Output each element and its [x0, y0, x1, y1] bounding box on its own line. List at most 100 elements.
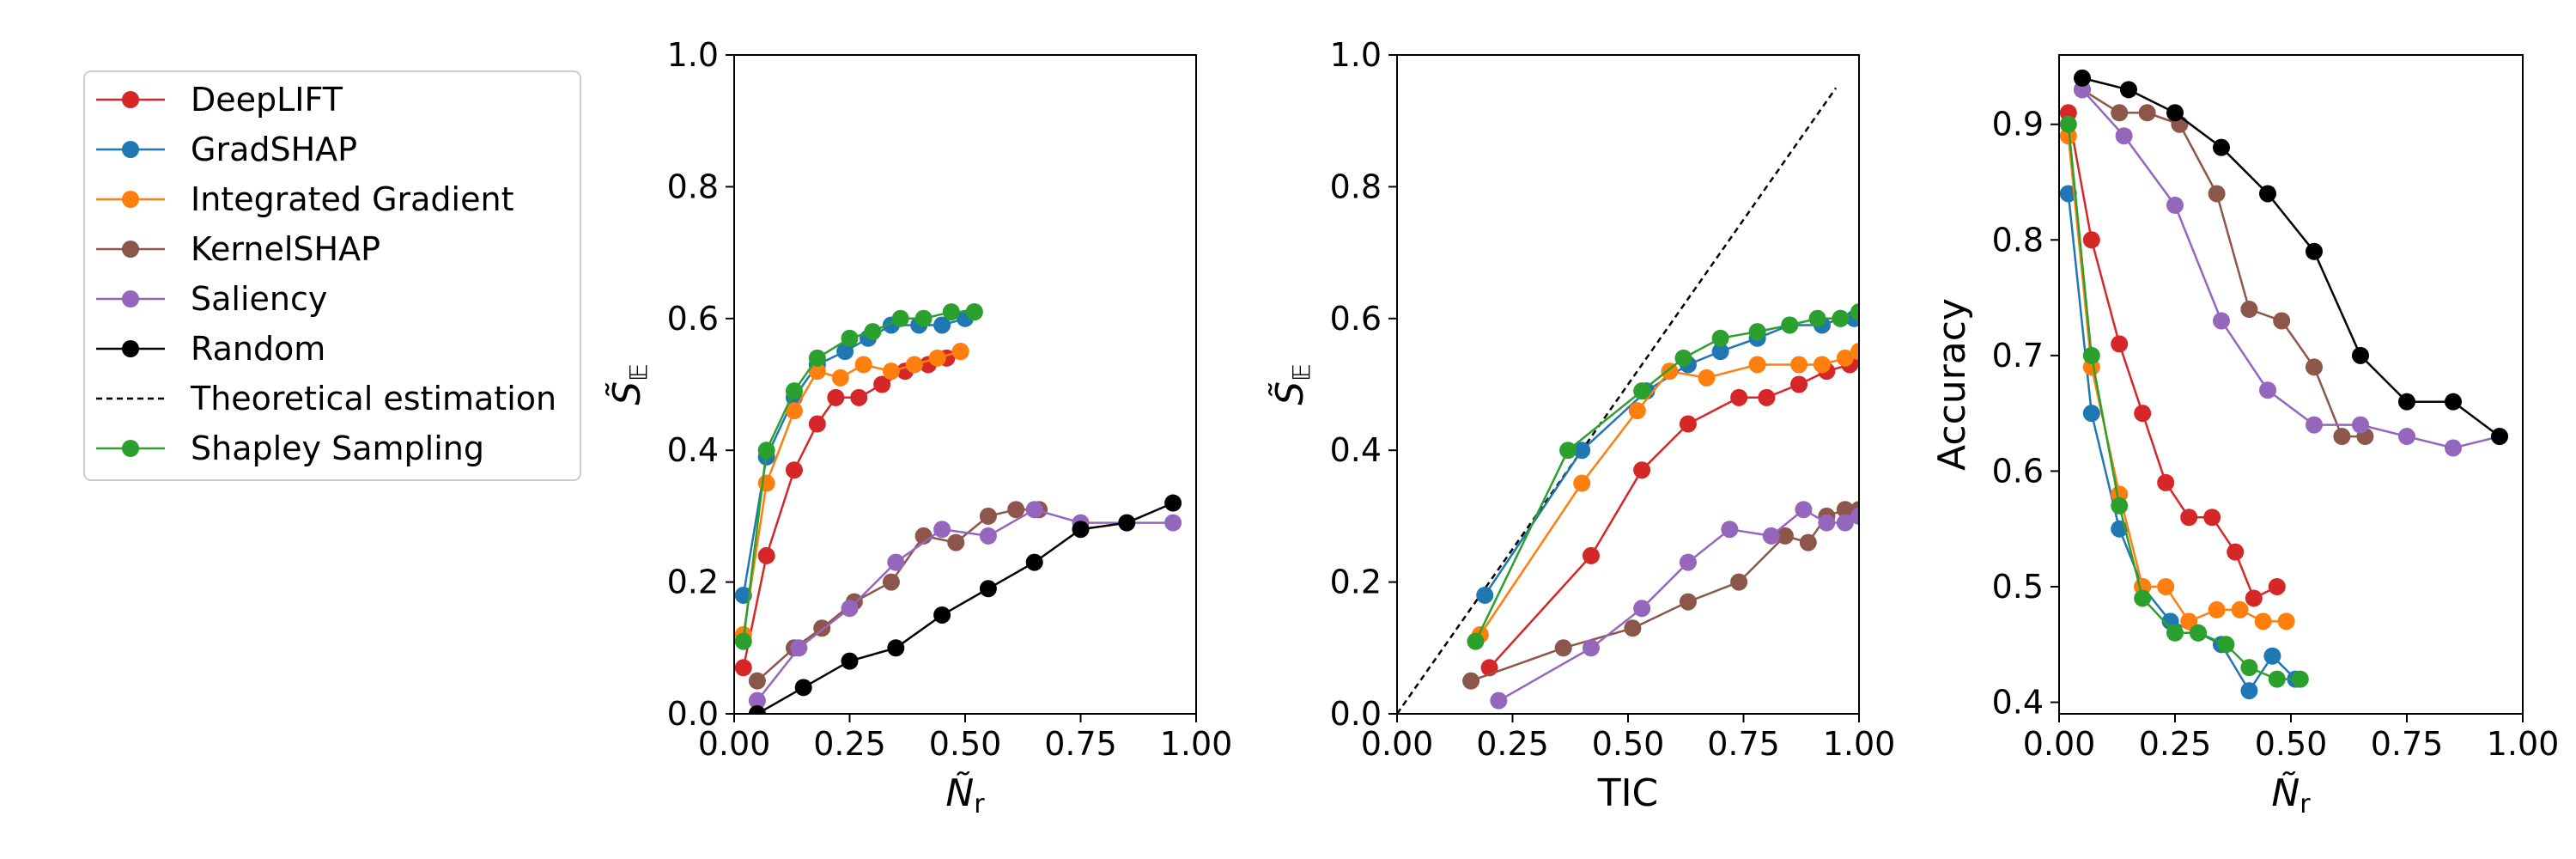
point-random: [794, 679, 812, 697]
point-kernelshap: [1730, 573, 1748, 591]
point-random: [2398, 393, 2415, 411]
point-saliency: [1679, 553, 1697, 571]
point-deeplift: [1582, 546, 1600, 564]
y-axis-label: Accuracy: [1930, 298, 1974, 471]
point-kernelshap: [1554, 639, 1572, 657]
x-tick-label: 1.00: [1160, 725, 1233, 763]
x-tick-label: 0.00: [698, 725, 771, 763]
point-kernelshap: [1679, 593, 1697, 611]
point-integrated-gradient: [1836, 349, 1854, 367]
point-saliency: [933, 521, 951, 539]
legend-marker-shapley-sampling: [122, 440, 139, 457]
point-kernelshap: [882, 573, 900, 591]
point-saliency: [2445, 439, 2462, 457]
point-deeplift: [734, 659, 752, 677]
point-integrated-gradient: [831, 369, 849, 387]
point-random: [979, 580, 997, 598]
point-shapley-sampling: [2166, 624, 2184, 642]
series-line-theoretical-estimation: [1397, 87, 1838, 714]
point-saliency: [1490, 691, 1508, 710]
point-deeplift: [2227, 543, 2245, 561]
point-deeplift: [2157, 473, 2175, 491]
point-deeplift: [1679, 415, 1697, 433]
point-random: [1025, 553, 1043, 571]
series-line-saliency: [2081, 88, 2500, 449]
point-kernelshap: [1799, 533, 1817, 551]
point-kernelshap: [748, 672, 766, 690]
point-random: [841, 652, 859, 670]
point-gradshap: [1711, 343, 1729, 361]
point-random: [2352, 346, 2369, 364]
legend-marker-kernelshap: [122, 241, 139, 258]
point-shapley-sampling: [1808, 309, 1826, 327]
point-integrated-gradient: [1748, 356, 1766, 374]
point-saliency: [979, 527, 997, 545]
point-deeplift: [2082, 231, 2100, 249]
x-axis-label: Ñr: [945, 771, 985, 819]
series-line-gradshap: [1484, 317, 1855, 596]
y-tick-label: 0.2: [667, 564, 719, 601]
x-tick-label: 0.25: [1476, 725, 1549, 763]
point-deeplift: [1758, 388, 1776, 406]
series-line-shapley-sampling: [2067, 124, 2300, 680]
legend-label-deeplift: DeepLIFT: [191, 81, 343, 119]
y-tick-label: 0.5: [1992, 568, 2044, 606]
point-integrated-gradient: [928, 349, 946, 367]
y-axis-label: S̃𝔼: [1267, 363, 1315, 405]
point-shapley-sampling: [1748, 323, 1766, 341]
point-shapley-sampling: [2268, 670, 2286, 688]
y-tick-label: 0.4: [1330, 431, 1382, 469]
y-tick-label: 1.0: [1330, 36, 1382, 74]
point-shapley-sampling: [785, 382, 803, 400]
point-random: [1072, 521, 1090, 539]
point-shapley-sampling: [965, 303, 983, 321]
point-integrated-gradient: [2254, 612, 2272, 631]
series-line-shapley-sampling: [1474, 310, 1859, 643]
point-saliency: [748, 691, 766, 710]
point-saliency: [790, 639, 808, 657]
series-line-kernelshap: [756, 508, 1040, 682]
point-gradshap: [1573, 442, 1591, 460]
series-line-integrated-gradient: [1479, 350, 1859, 636]
legend-label-theoretical-estimation: Theoretical estimation: [190, 380, 556, 417]
point-shapley-sampling: [1832, 309, 1850, 327]
point-kernelshap: [947, 533, 965, 551]
legend-label-integrated-gradient: Integrated Gradient: [191, 180, 513, 218]
point-saliency: [2166, 196, 2184, 214]
point-integrated-gradient: [808, 362, 826, 381]
point-saliency: [2398, 428, 2415, 446]
plot-area: [2059, 69, 2508, 700]
point-shapley-sampling: [891, 309, 909, 327]
y-tick-label: 0.4: [1992, 684, 2044, 722]
point-deeplift: [827, 388, 845, 406]
point-kernelshap: [1836, 501, 1854, 519]
x-axis-label: Ñr: [2271, 771, 2311, 819]
y-tick-label: 0.6: [1992, 452, 2044, 490]
subplot-tokens-ratio: 0.00 0.25 0.50 0.75 1.00 0.0 0.2 0.4 0.6 0.8 1.0 Ñr…: [604, 36, 1232, 819]
point-shapley-sampling: [2134, 589, 2152, 607]
point-saliency: [1818, 514, 1836, 532]
point-kernelshap: [2240, 301, 2258, 319]
point-saliency: [1582, 639, 1600, 657]
point-shapley-sampling: [757, 442, 775, 460]
point-shapley-sampling: [2082, 346, 2100, 364]
point-kernelshap: [1007, 501, 1025, 519]
point-saliency: [2213, 312, 2230, 330]
point-shapley-sampling: [2240, 659, 2258, 677]
point-deeplift: [873, 375, 891, 393]
x-tick-label: 0.00: [2023, 725, 2096, 763]
point-deeplift: [2245, 589, 2263, 607]
point-kernelshap: [2111, 104, 2129, 122]
point-shapley-sampling: [864, 323, 882, 341]
point-deeplift: [2111, 335, 2129, 353]
point-shapley-sampling: [1850, 303, 1859, 321]
point-integrated-gradient: [2208, 600, 2226, 618]
point-kernelshap: [1624, 619, 1642, 637]
legend-label-saliency: Saliency: [191, 280, 327, 318]
y-tick-label: 0.4: [667, 431, 719, 469]
y-tick-label: 0.6: [1330, 300, 1382, 338]
plot-area: [734, 303, 1182, 714]
point-random: [1164, 494, 1182, 512]
x-tick-label: 0.25: [2139, 725, 2212, 763]
